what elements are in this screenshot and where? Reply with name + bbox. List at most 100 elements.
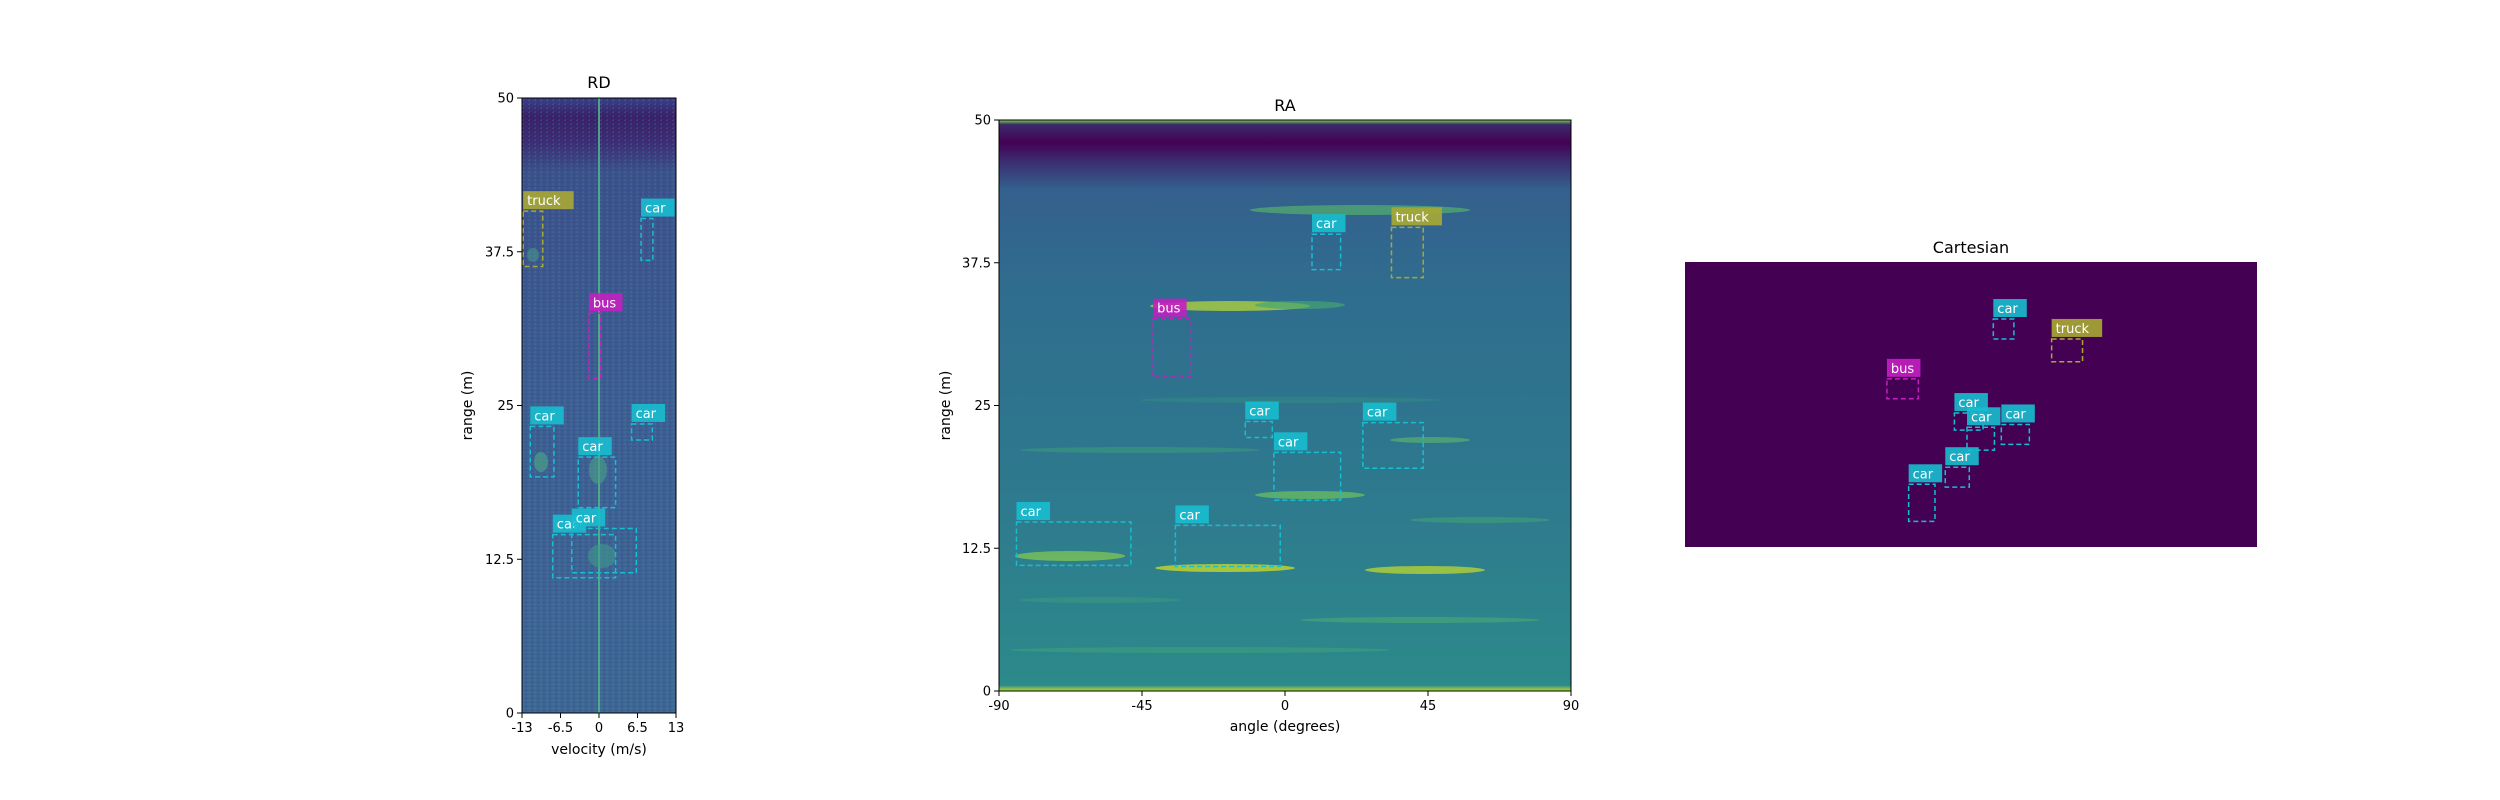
rd-xtick-label: 0 — [595, 721, 603, 736]
ra-box-label: car — [1367, 406, 1388, 421]
rd-ytick-label: 0 — [506, 707, 514, 722]
rd-box-car — [630, 423, 654, 441]
cartesian-box-car — [1966, 426, 1996, 451]
ra-box-bus — [1152, 317, 1193, 378]
ra-box-label-bg — [1016, 501, 1050, 520]
rd-box-label: car — [645, 202, 666, 217]
ra-box-label-bg — [1312, 214, 1346, 233]
ra-xlabel: angle (degrees) — [1230, 719, 1341, 735]
rd-title: RD — [587, 73, 610, 92]
rd-box-label: bus — [593, 296, 616, 311]
rd-box-label: car — [576, 512, 597, 527]
cartesian-box-label-bg — [1966, 407, 2001, 426]
ra-ytick-label: 50 — [974, 114, 991, 129]
rd-xtick-label: -6.5 — [548, 721, 573, 736]
rd-box-car — [529, 425, 555, 478]
rd-box-label: car — [636, 407, 657, 422]
ra-axes: -90 -45 0 45 90 0 12.5 25 37.5 50 — [962, 114, 1579, 715]
rd-box-label-bg — [530, 406, 564, 425]
rd-ytick-label: 50 — [497, 92, 514, 107]
rd-hotspot — [588, 544, 616, 568]
rd-box-car — [640, 217, 654, 262]
rd-ytick-label: 12.5 — [485, 553, 514, 568]
cartesian-box-truck — [2050, 338, 2084, 363]
ra-box-car — [1015, 521, 1132, 567]
rd-hotspot — [534, 452, 548, 472]
rd-box-label-bg — [571, 508, 606, 527]
ra-boxes: car truck bus car car car car car — [1015, 207, 1442, 568]
cartesian-box-label: car — [1949, 450, 1970, 465]
ra-box-label: car — [1316, 217, 1337, 232]
rd-xtick-label: 6.5 — [627, 721, 648, 736]
ra-box-truck — [1390, 226, 1424, 279]
rd-ylabel: range (m) — [460, 371, 476, 441]
cartesian-box-label: car — [1913, 467, 1934, 482]
cartesian-box-label-bg — [1954, 393, 1988, 412]
rd-hotspot — [589, 456, 607, 484]
cartesian-box-label-bg — [1993, 299, 2027, 317]
ra-ytick-label: 25 — [974, 399, 991, 414]
ra-streaks — [1010, 205, 1550, 653]
rd-box-label: car — [582, 440, 603, 455]
rd-ytick-label: 25 — [497, 399, 514, 414]
ra-xtick-label: -45 — [1131, 699, 1152, 714]
cartesian-title: Cartesian — [1933, 238, 2009, 257]
rd-xtick-label: 13 — [668, 721, 685, 736]
cartesian-box-bus — [1886, 378, 1920, 400]
rd-box-label-bg — [578, 437, 612, 456]
ra-box-label-bg — [1175, 505, 1209, 524]
cartesian-box-label-bg — [1908, 464, 1943, 483]
ra-box-label-bg — [1391, 207, 1442, 226]
rd-box-label-bg — [588, 293, 623, 312]
ra-xtick-label: 45 — [1420, 699, 1437, 714]
rd-xlabel: velocity (m/s) — [551, 742, 647, 758]
rd-box-label-bg — [631, 403, 666, 422]
ra-box-car — [1174, 524, 1281, 568]
cartesian-box-label-bg — [1886, 358, 1921, 377]
ra-box-car — [1362, 421, 1424, 470]
cartesian-box-label-bg — [2001, 404, 2035, 423]
cartesian-box-car — [1944, 466, 1971, 488]
cartesian-box-label: truck — [2056, 322, 2090, 337]
ra-box-label: car — [1020, 505, 1041, 520]
ra-title: RA — [1274, 96, 1295, 115]
cartesian-box-car — [1953, 412, 1984, 431]
cartesian-box-label-bg — [1945, 447, 1979, 466]
ra-ytick-label: 12.5 — [962, 542, 991, 557]
ra-xtick-label: 0 — [1281, 699, 1289, 714]
ra-ytick-label: 37.5 — [962, 256, 991, 271]
ra-box-label-bg — [1245, 401, 1279, 420]
rd-axes: -13 -6.5 0 6.5 13 0 12.5 25 37.5 50 — [485, 92, 684, 737]
cartesian-box-label: car — [1971, 410, 1992, 425]
cartesian-box-label: bus — [1891, 362, 1914, 377]
ra-xtick-label: -90 — [988, 699, 1009, 714]
ra-box-label: car — [1249, 404, 1270, 419]
cartesian-box-car — [1907, 483, 1936, 523]
cartesian-box-car — [1992, 318, 2015, 340]
ra-ylabel: range (m) — [938, 371, 954, 441]
rd-box-label: car — [534, 409, 555, 424]
ra-box-label: car — [1179, 508, 1200, 523]
rd-box-car — [552, 533, 617, 579]
rd-box-label-bg — [641, 198, 675, 217]
ra-box-car — [1244, 420, 1274, 439]
rd-xtick-label: -13 — [511, 721, 532, 736]
ra-heatmap — [999, 120, 1571, 691]
rd-box-car — [577, 456, 617, 509]
cartesian-box-label: car — [2005, 407, 2026, 422]
cartesian-box-label: car — [1997, 302, 2018, 317]
rd-box-bus — [588, 312, 602, 380]
rd-hotspot — [527, 248, 539, 262]
ra-box-label-bg — [1153, 298, 1187, 317]
ra-box-label-bg — [1362, 402, 1397, 421]
ra-ytick-label: 0 — [983, 685, 991, 700]
rd-ytick-label: 37.5 — [485, 245, 514, 260]
ra-panel: RA car truck bus car car car car car -90 -45 0 45 9… — [938, 96, 1579, 735]
cartesian-box-label-bg — [2051, 318, 2103, 337]
rd-box-truck — [522, 210, 544, 268]
ra-box-label: car — [1278, 435, 1299, 450]
